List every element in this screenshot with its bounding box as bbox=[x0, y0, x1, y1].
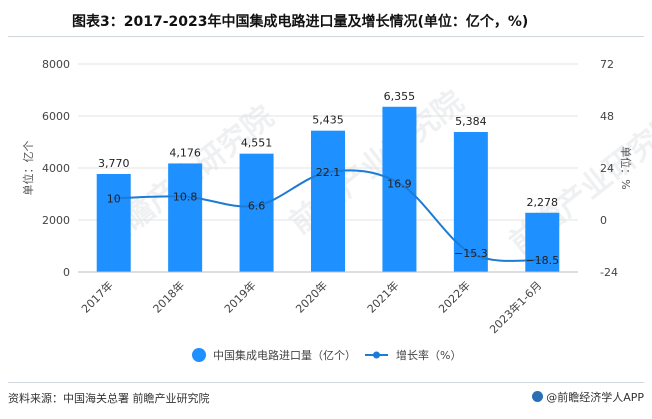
growth-rate-label: 22.1 bbox=[316, 166, 341, 179]
bar-value-label: 4,176 bbox=[169, 146, 201, 159]
y-right-tick-label: 24 bbox=[600, 162, 614, 175]
y-left-tick-label: 6000 bbox=[42, 110, 70, 123]
growth-rate-label: −15.3 bbox=[454, 247, 488, 260]
brand-credit-text: @前瞻经济学人APP bbox=[546, 391, 644, 404]
bar bbox=[168, 163, 203, 272]
bar-value-label: 5,384 bbox=[455, 115, 487, 128]
y-left-tick-label: 8000 bbox=[42, 58, 70, 71]
brand-credit: @前瞻经济学人APP bbox=[532, 389, 644, 405]
bar bbox=[311, 130, 345, 272]
source-note: 资料来源：中国海关总署 前瞻产业研究院 bbox=[8, 392, 210, 405]
x-tick-label: 2019年 bbox=[221, 278, 258, 315]
growth-rate-label: 6.6 bbox=[248, 200, 266, 213]
footer-divider bbox=[8, 382, 644, 383]
bar bbox=[96, 173, 131, 272]
legend-bar-label: 中国集成电路进口量（亿个） bbox=[213, 348, 356, 362]
page-title: 图表3：2017-2023年中国集成电路进口量及增长情况(单位：亿个，%) bbox=[72, 14, 529, 30]
bar-value-label: 5,435 bbox=[312, 114, 344, 127]
x-tick-label: 2023年1-6月 bbox=[486, 278, 544, 336]
bar bbox=[453, 132, 488, 272]
bar-value-label: 4,551 bbox=[241, 137, 273, 150]
legend-bar-marker bbox=[192, 348, 206, 362]
y-left-axis-title: 单位：亿个 bbox=[21, 141, 35, 196]
bar-value-label: 6,355 bbox=[384, 90, 416, 103]
bar bbox=[525, 212, 560, 272]
y-left-tick-label: 2000 bbox=[42, 214, 70, 227]
growth-rate-label: 10.8 bbox=[173, 191, 198, 204]
y-right-axis-title: 单位：% bbox=[619, 146, 633, 189]
combo-chart: 前瞻产业研究院 前瞻产业研究院 前瞻产业研究院 3,7704,1764,5515… bbox=[21, 58, 652, 362]
y-right-tick-label: 48 bbox=[600, 110, 614, 123]
y-left-tick-label: 4000 bbox=[42, 162, 70, 175]
x-tick-label: 2021年 bbox=[364, 278, 401, 315]
x-tick-label: 2018年 bbox=[150, 278, 187, 315]
growth-rate-label: 16.9 bbox=[387, 177, 412, 190]
bar bbox=[382, 106, 417, 273]
title-divider bbox=[8, 36, 644, 37]
y-right-tick-label: -24 bbox=[600, 266, 618, 279]
bar-value-label: 2,278 bbox=[527, 196, 559, 209]
bar-value-label: 3,770 bbox=[98, 157, 130, 170]
y-left-tick-label: 0 bbox=[63, 266, 70, 279]
growth-rate-label: −18.5 bbox=[525, 254, 559, 267]
y-right-tick-label: 72 bbox=[600, 58, 614, 71]
bar bbox=[239, 153, 274, 272]
growth-rate-label: 10 bbox=[107, 192, 121, 205]
x-tick-label: 2022年 bbox=[436, 278, 473, 315]
brand-logo-icon bbox=[532, 391, 544, 402]
legend-line-marker bbox=[373, 351, 380, 359]
growth-rate-line bbox=[113, 169, 543, 262]
legend-line-label: 增长率（%） bbox=[396, 348, 461, 362]
x-tick-label: 2017年 bbox=[78, 278, 115, 315]
y-right-tick-label: 0 bbox=[600, 214, 607, 227]
x-tick-label: 2020年 bbox=[293, 278, 330, 315]
